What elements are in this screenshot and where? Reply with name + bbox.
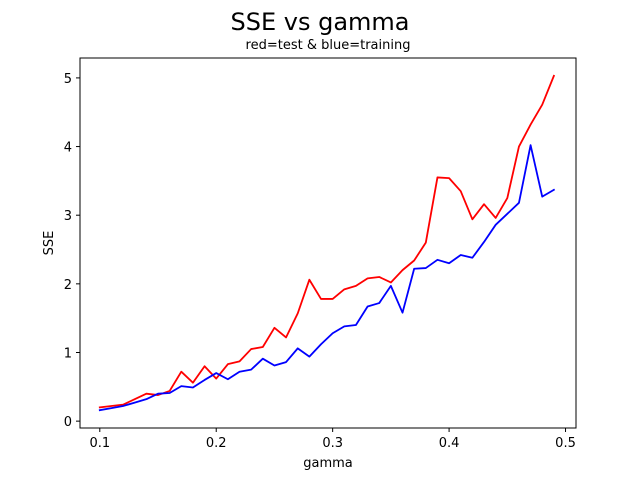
x-tick-label: 0.2 — [206, 436, 227, 451]
y-tick-label: 5 — [64, 72, 72, 87]
x-tick-label: 0.1 — [89, 436, 110, 451]
y-axis-label: SSE — [42, 231, 57, 256]
plot-frame — [79, 57, 577, 429]
y-tick-label: 2 — [64, 278, 72, 293]
x-tick-label: 0.3 — [322, 436, 343, 451]
series-line-1 — [98, 74, 556, 409]
y-tick-label: 0 — [64, 415, 72, 430]
x-tick-label: 0.4 — [439, 436, 460, 451]
chart-subtitle: red=test & blue=training — [246, 38, 411, 53]
series-layer — [98, 74, 556, 412]
series-line-2 — [98, 144, 556, 412]
y-tick-label: 3 — [64, 209, 72, 224]
x-axis-label: gamma — [303, 456, 353, 471]
y-tick-label: 1 — [64, 346, 72, 361]
y-axis: 0 1 2 3 4 5 — [64, 72, 80, 430]
x-tick-label: 0.5 — [555, 436, 576, 451]
y-tick-label: 4 — [64, 141, 72, 156]
chart-title: SSE vs gamma — [230, 8, 409, 36]
x-axis: 0.1 0.2 0.3 0.4 0.5 — [89, 428, 576, 451]
